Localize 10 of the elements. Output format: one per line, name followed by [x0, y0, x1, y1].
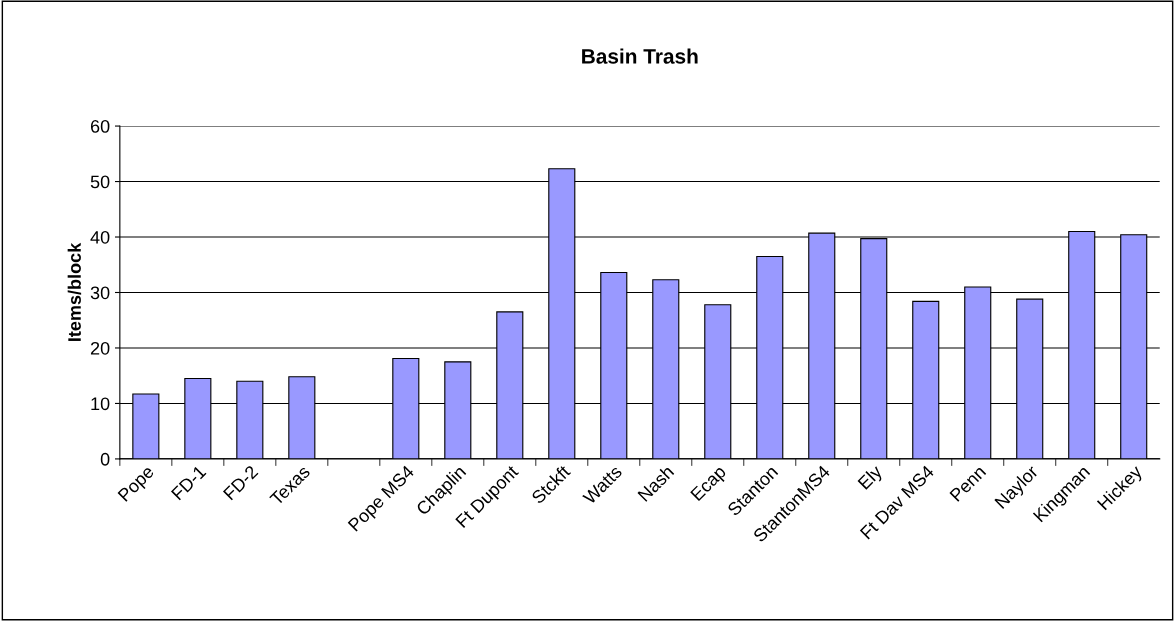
y-tick-label: 30	[90, 286, 110, 300]
y-tick-label: 50	[90, 175, 110, 189]
y-tick-label: 20	[90, 341, 110, 355]
x-tick-label: Ely	[857, 463, 886, 493]
y-tick-label: 0	[100, 452, 110, 466]
y-axis-title: Items/block	[67, 242, 82, 341]
chart-title: Basin Trash	[582, 48, 698, 64]
y-tick-label: 60	[90, 120, 110, 133]
y-tick-label: 10	[91, 397, 110, 411]
y-tick-label: 40	[90, 230, 110, 244]
